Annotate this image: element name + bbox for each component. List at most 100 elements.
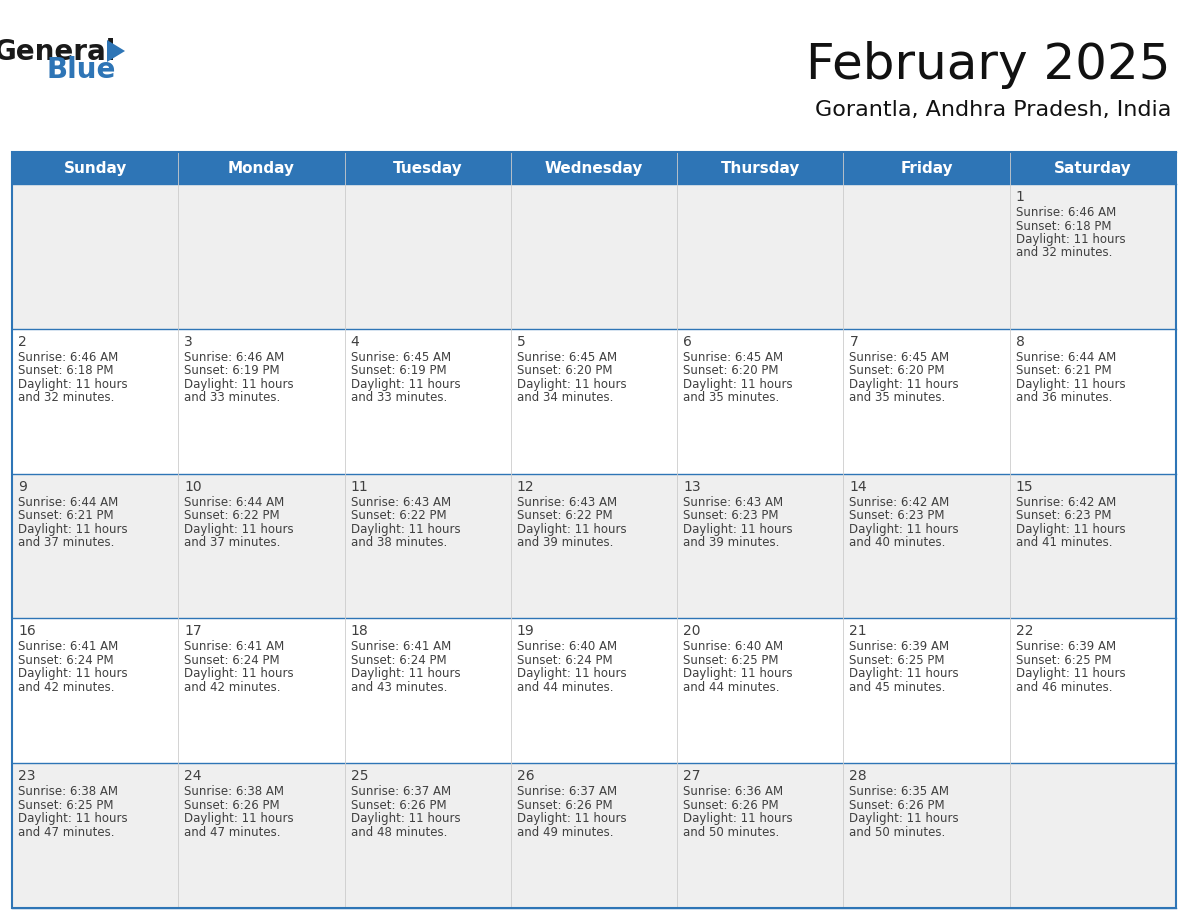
Text: Daylight: 11 hours: Daylight: 11 hours bbox=[683, 812, 792, 825]
Bar bbox=[677, 474, 843, 619]
Text: 19: 19 bbox=[517, 624, 535, 638]
Bar bbox=[178, 763, 345, 908]
Text: and 50 minutes.: and 50 minutes. bbox=[683, 825, 779, 839]
Bar bbox=[511, 152, 677, 184]
Bar bbox=[511, 474, 677, 619]
Text: Sunrise: 6:43 AM: Sunrise: 6:43 AM bbox=[350, 496, 450, 509]
Text: 1: 1 bbox=[1016, 190, 1024, 204]
Bar bbox=[677, 329, 843, 474]
Text: Sunrise: 6:37 AM: Sunrise: 6:37 AM bbox=[517, 785, 617, 798]
Text: Sunrise: 6:43 AM: Sunrise: 6:43 AM bbox=[517, 496, 617, 509]
Bar bbox=[345, 619, 511, 763]
Text: Sunrise: 6:41 AM: Sunrise: 6:41 AM bbox=[18, 641, 119, 654]
Text: 4: 4 bbox=[350, 335, 359, 349]
Text: 6: 6 bbox=[683, 335, 693, 349]
Text: Sunrise: 6:45 AM: Sunrise: 6:45 AM bbox=[350, 351, 450, 364]
Text: Sunset: 6:24 PM: Sunset: 6:24 PM bbox=[184, 654, 280, 666]
Text: Sunset: 6:25 PM: Sunset: 6:25 PM bbox=[849, 654, 944, 666]
Text: Daylight: 11 hours: Daylight: 11 hours bbox=[517, 812, 626, 825]
Bar bbox=[12, 152, 1176, 908]
Text: Daylight: 11 hours: Daylight: 11 hours bbox=[1016, 522, 1125, 535]
Text: Daylight: 11 hours: Daylight: 11 hours bbox=[1016, 233, 1125, 246]
Bar bbox=[511, 619, 677, 763]
Text: Daylight: 11 hours: Daylight: 11 hours bbox=[849, 667, 959, 680]
Text: Tuesday: Tuesday bbox=[393, 161, 462, 175]
Text: Daylight: 11 hours: Daylight: 11 hours bbox=[849, 378, 959, 391]
Text: 20: 20 bbox=[683, 624, 701, 638]
Text: General: General bbox=[0, 38, 116, 66]
Bar bbox=[12, 763, 178, 908]
Text: Sunrise: 6:42 AM: Sunrise: 6:42 AM bbox=[849, 496, 949, 509]
Text: Daylight: 11 hours: Daylight: 11 hours bbox=[18, 378, 127, 391]
Bar bbox=[1010, 474, 1176, 619]
Bar bbox=[345, 329, 511, 474]
Bar bbox=[1010, 763, 1176, 908]
Bar bbox=[1010, 329, 1176, 474]
Text: Sunrise: 6:41 AM: Sunrise: 6:41 AM bbox=[184, 641, 285, 654]
Text: and 36 minutes.: and 36 minutes. bbox=[1016, 391, 1112, 404]
Text: Sunset: 6:24 PM: Sunset: 6:24 PM bbox=[350, 654, 447, 666]
Text: Daylight: 11 hours: Daylight: 11 hours bbox=[350, 378, 460, 391]
Text: and 37 minutes.: and 37 minutes. bbox=[18, 536, 114, 549]
Text: Daylight: 11 hours: Daylight: 11 hours bbox=[683, 667, 792, 680]
Text: 7: 7 bbox=[849, 335, 858, 349]
Text: Sunset: 6:26 PM: Sunset: 6:26 PM bbox=[683, 799, 779, 812]
Text: Gorantla, Andhra Pradesh, India: Gorantla, Andhra Pradesh, India bbox=[815, 100, 1171, 120]
Bar bbox=[345, 184, 511, 329]
Bar bbox=[677, 152, 843, 184]
Text: and 48 minutes.: and 48 minutes. bbox=[350, 825, 447, 839]
Text: 14: 14 bbox=[849, 479, 867, 494]
Text: 9: 9 bbox=[18, 479, 27, 494]
Text: Sunset: 6:22 PM: Sunset: 6:22 PM bbox=[350, 509, 447, 522]
Text: and 39 minutes.: and 39 minutes. bbox=[517, 536, 613, 549]
Text: Sunset: 6:20 PM: Sunset: 6:20 PM bbox=[683, 364, 778, 377]
Text: Sunset: 6:24 PM: Sunset: 6:24 PM bbox=[517, 654, 613, 666]
Text: and 45 minutes.: and 45 minutes. bbox=[849, 681, 946, 694]
Text: Daylight: 11 hours: Daylight: 11 hours bbox=[1016, 667, 1125, 680]
Text: Sunday: Sunday bbox=[63, 161, 127, 175]
Text: Daylight: 11 hours: Daylight: 11 hours bbox=[184, 667, 293, 680]
Text: Sunrise: 6:38 AM: Sunrise: 6:38 AM bbox=[184, 785, 284, 798]
Text: Sunrise: 6:45 AM: Sunrise: 6:45 AM bbox=[683, 351, 783, 364]
Bar bbox=[677, 619, 843, 763]
Text: Daylight: 11 hours: Daylight: 11 hours bbox=[1016, 378, 1125, 391]
Text: and 47 minutes.: and 47 minutes. bbox=[184, 825, 280, 839]
Text: Sunrise: 6:37 AM: Sunrise: 6:37 AM bbox=[350, 785, 450, 798]
Bar bbox=[178, 619, 345, 763]
Text: Sunrise: 6:46 AM: Sunrise: 6:46 AM bbox=[1016, 206, 1116, 219]
Text: 10: 10 bbox=[184, 479, 202, 494]
Text: Sunset: 6:19 PM: Sunset: 6:19 PM bbox=[184, 364, 280, 377]
Text: February 2025: February 2025 bbox=[807, 41, 1171, 89]
Text: 2: 2 bbox=[18, 335, 27, 349]
Bar bbox=[345, 152, 511, 184]
Text: Sunset: 6:20 PM: Sunset: 6:20 PM bbox=[517, 364, 612, 377]
Text: Wednesday: Wednesday bbox=[545, 161, 643, 175]
Text: and 34 minutes.: and 34 minutes. bbox=[517, 391, 613, 404]
Text: 17: 17 bbox=[184, 624, 202, 638]
Text: Daylight: 11 hours: Daylight: 11 hours bbox=[184, 378, 293, 391]
Text: Sunset: 6:26 PM: Sunset: 6:26 PM bbox=[350, 799, 447, 812]
Text: Sunset: 6:21 PM: Sunset: 6:21 PM bbox=[1016, 364, 1111, 377]
Text: Sunset: 6:18 PM: Sunset: 6:18 PM bbox=[1016, 219, 1111, 232]
Text: 23: 23 bbox=[18, 769, 36, 783]
Text: Blue: Blue bbox=[46, 56, 115, 84]
Text: 8: 8 bbox=[1016, 335, 1024, 349]
Text: 12: 12 bbox=[517, 479, 535, 494]
Text: Sunset: 6:18 PM: Sunset: 6:18 PM bbox=[18, 364, 114, 377]
Text: Daylight: 11 hours: Daylight: 11 hours bbox=[350, 812, 460, 825]
Text: and 38 minutes.: and 38 minutes. bbox=[350, 536, 447, 549]
Text: Sunrise: 6:46 AM: Sunrise: 6:46 AM bbox=[184, 351, 285, 364]
Text: Sunset: 6:24 PM: Sunset: 6:24 PM bbox=[18, 654, 114, 666]
Text: 5: 5 bbox=[517, 335, 525, 349]
Text: Sunrise: 6:44 AM: Sunrise: 6:44 AM bbox=[1016, 351, 1116, 364]
Bar bbox=[843, 184, 1010, 329]
Text: and 46 minutes.: and 46 minutes. bbox=[1016, 681, 1112, 694]
Text: Daylight: 11 hours: Daylight: 11 hours bbox=[18, 667, 127, 680]
Text: Sunset: 6:20 PM: Sunset: 6:20 PM bbox=[849, 364, 944, 377]
Text: 25: 25 bbox=[350, 769, 368, 783]
Bar bbox=[178, 329, 345, 474]
Text: Sunset: 6:25 PM: Sunset: 6:25 PM bbox=[1016, 654, 1111, 666]
Text: Sunrise: 6:36 AM: Sunrise: 6:36 AM bbox=[683, 785, 783, 798]
Text: 16: 16 bbox=[18, 624, 36, 638]
Bar bbox=[843, 152, 1010, 184]
